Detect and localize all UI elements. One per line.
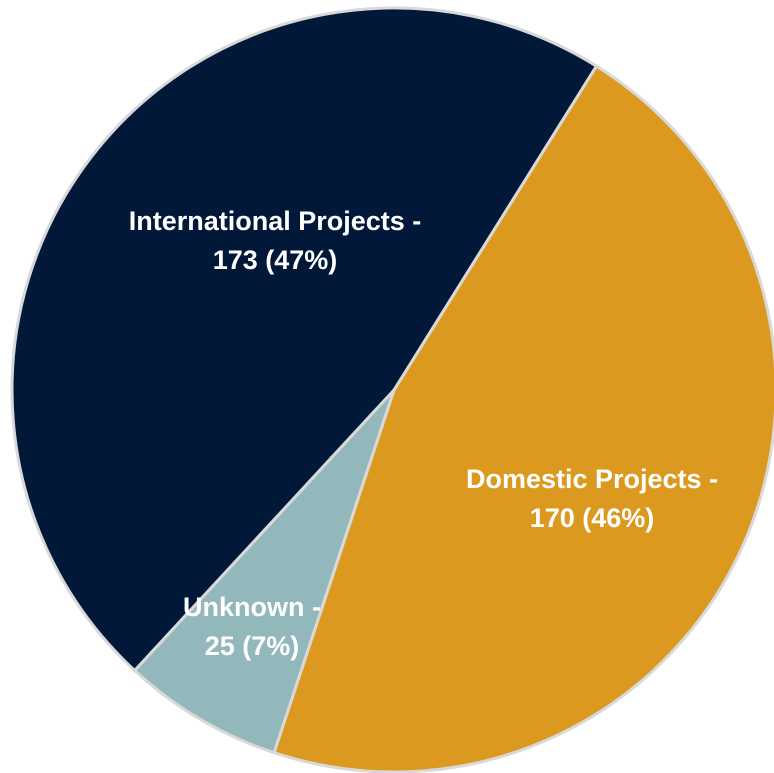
slice-label-line1: Domestic Projects - [466, 464, 718, 494]
slice-label-line1: International Projects - [129, 206, 422, 236]
slice-label-line2: 25 (7%) [205, 631, 300, 661]
slice-label-domestic-projects: Domestic Projects - 170 (46%) [466, 464, 718, 533]
pie-slice-domestic-projects [272, 64, 774, 773]
slice-label-line2: 173 (47%) [213, 245, 338, 275]
slice-label-international-projects: International Projects - 173 (47%) [129, 206, 422, 275]
pie-slice-international-projects [10, 6, 598, 672]
slice-label-line2: 170 (46%) [530, 503, 655, 533]
pie-slice-unknown [133, 388, 396, 755]
slice-label-unknown: Unknown - 25 (7%) [183, 592, 321, 661]
slice-label-line1: Unknown - [183, 592, 321, 622]
